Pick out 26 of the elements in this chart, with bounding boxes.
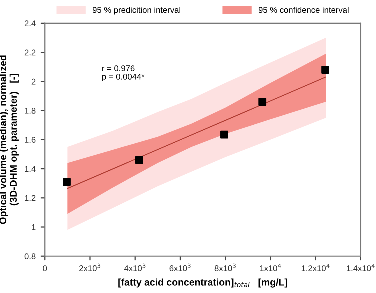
x-tick-label: 6x10$^{3}$ (170, 264, 191, 272)
y-tick-label: 2 (32, 78, 36, 85)
point (258, 98, 267, 106)
x-tick-label: 8x10$^{3}$ (214, 264, 236, 272)
text: [fatty acid concentration]$_{total}$ [mg/L] (118, 278, 288, 288)
legend-label: 95 % confidence interval (258, 7, 349, 14)
x-tick-label: 1.4x10$^{4}$ (347, 264, 375, 272)
y-tick-label: 1.8 (25, 108, 36, 114)
x-tick-label: 0 (43, 266, 48, 272)
point (135, 156, 144, 164)
x-tick-label: 1.2x10$^{4}$ (302, 264, 330, 272)
y-tick-label: 0.8 (24, 254, 36, 260)
y-tick-label: 1.6 (25, 137, 36, 144)
x-tick-label: 1x10$^{4}$ (260, 264, 282, 272)
x-tick-label: 4x10$^{3}$ (124, 264, 146, 272)
point (63, 178, 71, 186)
y-tick-label: 1 (32, 224, 36, 230)
y-tick-label: 2.2 (24, 50, 36, 56)
point (220, 130, 228, 139)
point (322, 66, 330, 74)
legend-label: 95 % predicition interval (92, 7, 180, 15)
y-tick-label: 1.2 (25, 195, 36, 202)
y-tick-label: 1.4 (25, 166, 36, 172)
y-tick-label: 2.4 (24, 20, 36, 26)
x-tick-label: 2x10$^{3}$ (80, 264, 101, 272)
annotation: r = 0.976 p = 0.0044* (102, 66, 145, 82)
